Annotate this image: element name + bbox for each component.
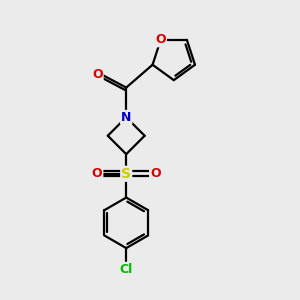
Text: O: O xyxy=(92,167,102,180)
Text: O: O xyxy=(92,68,103,81)
Text: O: O xyxy=(155,33,166,46)
Text: Cl: Cl xyxy=(120,263,133,276)
Text: S: S xyxy=(121,167,131,181)
Text: O: O xyxy=(150,167,161,180)
Text: N: N xyxy=(121,111,131,124)
